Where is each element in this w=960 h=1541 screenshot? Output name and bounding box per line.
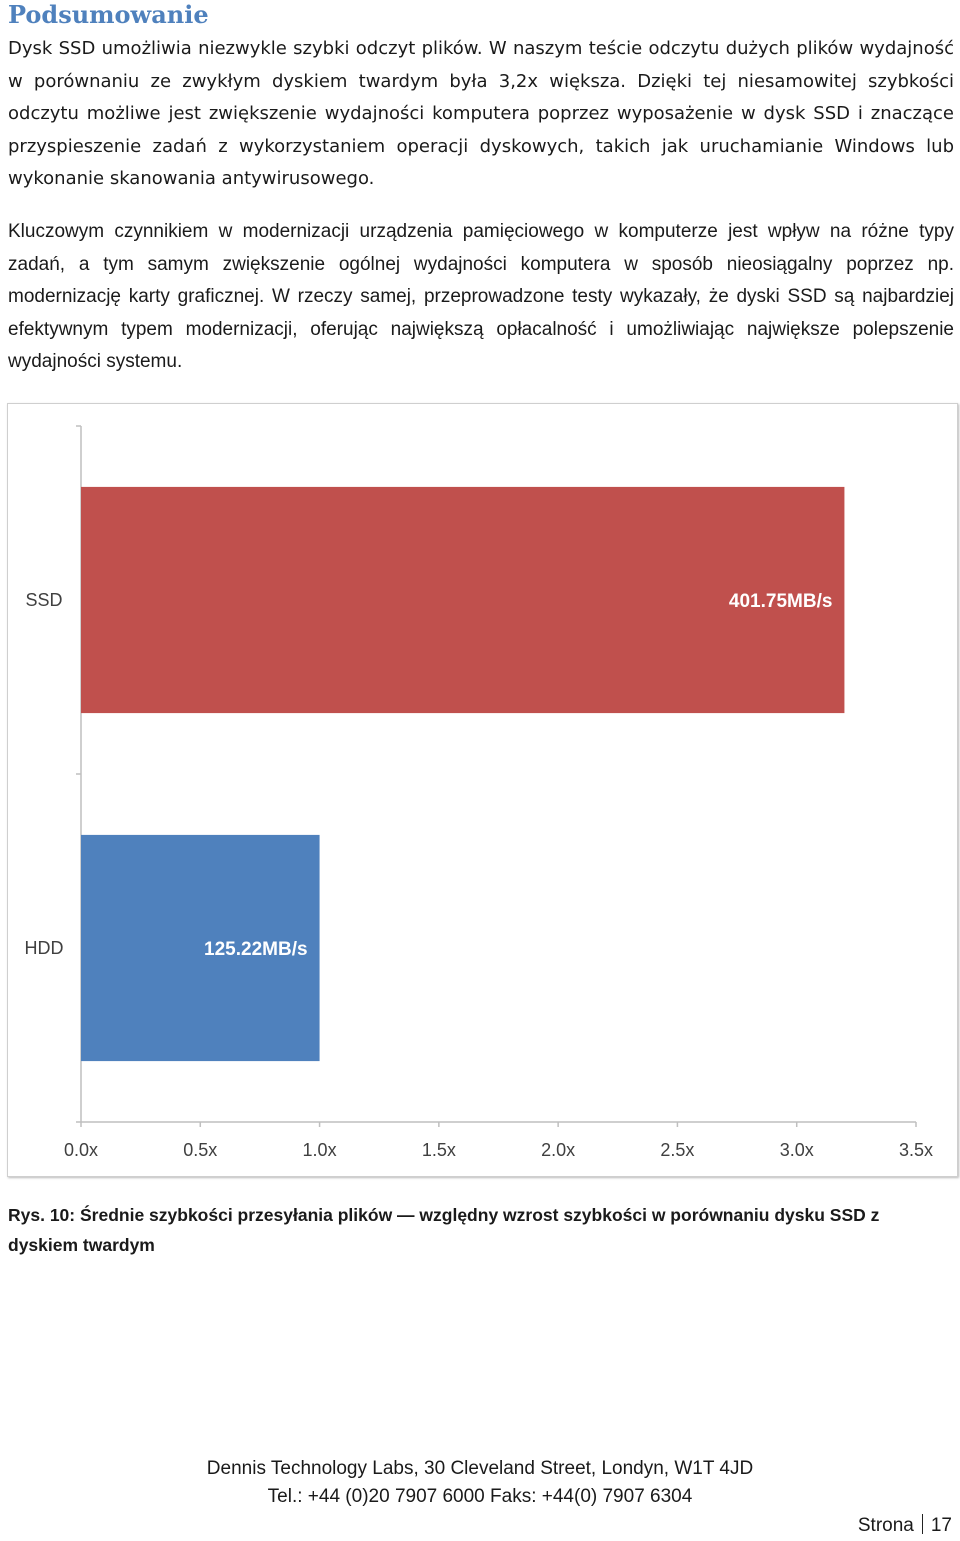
footer-address: Dennis Technology Labs, 30 Cleveland Str… — [206, 1458, 754, 1479]
bar-hdd — [81, 834, 320, 1062]
x-tick-label: 0.5x — [183, 1140, 217, 1160]
page-number: 17 — [930, 1515, 952, 1536]
footer-contact: Tel.: +44 (0)20 7907 6000 Faks: +44(0) 7… — [267, 1486, 693, 1507]
x-tick-label: 0.0x — [64, 1140, 98, 1160]
section-heading: Podsumowanie — [8, 0, 209, 29]
speed-comparison-chart: 0.0x 0.5x 1.0x 1.5x 2.0x 2.5x 3.0x 3.5x SSD 401.7… — [7, 403, 958, 1177]
category-label: SSD — [25, 590, 62, 610]
x-tick-label: 2.0x — [541, 1140, 575, 1160]
figure-caption: Rys. 10: Średnie szybkości przesyłania p… — [8, 1205, 880, 1255]
bar-ssd — [81, 486, 845, 714]
data-label: 125.22MB/s — [204, 939, 308, 960]
page-separator — [921, 1514, 923, 1534]
data-label: 401.75MB/s — [729, 591, 833, 612]
x-tick-label: 2.5x — [660, 1140, 694, 1160]
x-tick-label: 3.5x — [899, 1140, 933, 1160]
category-label: HDD — [25, 938, 64, 958]
summary-paragraph-2: Kluczowym czynnikiem w modernizacji urzą… — [8, 221, 954, 372]
chart-canvas: 0.0x 0.5x 1.0x 1.5x 2.0x 2.5x 3.0x 3.5x SSD 401.7… — [25, 425, 933, 1160]
x-tick-label: 3.0x — [780, 1140, 814, 1160]
summary-paragraph-1: Dysk SSD umożliwia niezwykle szybki odcz… — [8, 38, 954, 189]
x-tick-label: 1.5x — [422, 1140, 456, 1160]
x-tick-label: 1.0x — [303, 1140, 337, 1160]
page-number-block: Strona 17 — [858, 1514, 952, 1537]
page-label: Strona — [857, 1515, 914, 1536]
